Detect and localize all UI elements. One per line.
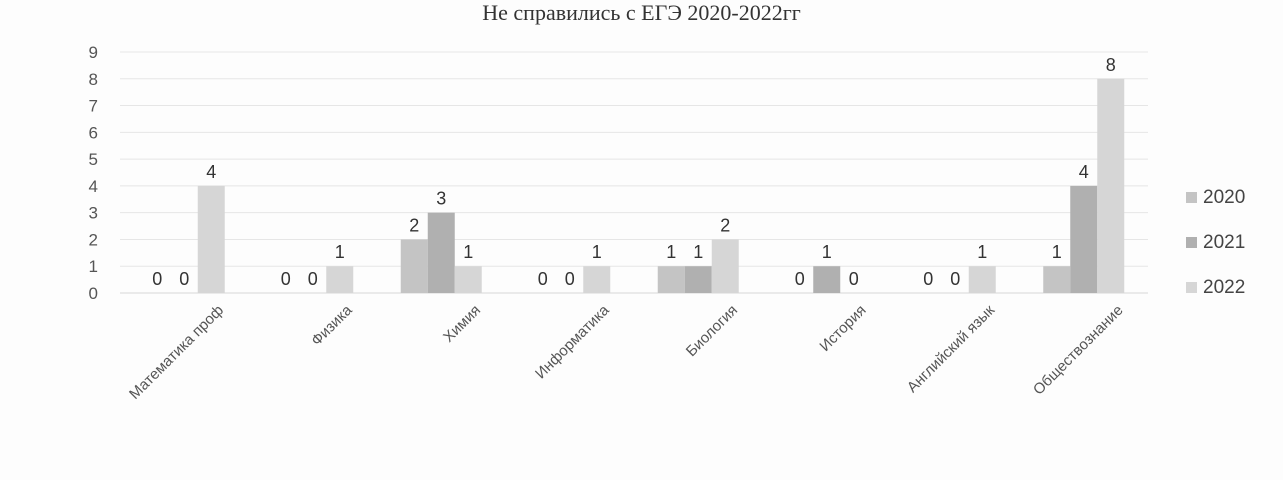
bar (197, 185, 225, 293)
chart-title: Не справились с ЕГЭ 2020-2022гг (482, 0, 801, 25)
legend-label: 2020 (1203, 187, 1245, 208)
x-tick-label: Химия (440, 302, 484, 346)
bar (1043, 266, 1071, 293)
data-label: 1 (335, 242, 345, 262)
y-tick-label: 3 (89, 204, 98, 223)
data-label: 0 (308, 269, 318, 289)
data-label: 0 (565, 269, 575, 289)
data-label: 2 (409, 215, 419, 235)
bar (400, 239, 428, 293)
x-tick-label: Английский язык (904, 302, 999, 397)
data-label: 1 (822, 242, 832, 262)
y-tick-label: 8 (89, 70, 98, 89)
data-label: 1 (693, 242, 703, 262)
x-tick-label: Обществознание (1030, 302, 1127, 399)
bar (1097, 78, 1125, 294)
bar (657, 266, 685, 293)
data-label: 0 (152, 269, 162, 289)
data-label: 1 (666, 242, 676, 262)
legend-label: 2021 (1203, 232, 1245, 253)
data-label: 0 (281, 269, 291, 289)
data-label: 0 (950, 269, 960, 289)
legend-swatch (1186, 237, 1197, 248)
x-tick-label: Математика проф (126, 302, 227, 403)
legend-swatch (1186, 192, 1197, 203)
data-label: 4 (1079, 162, 1089, 182)
data-label: 1 (1052, 242, 1062, 262)
y-tick-label: 5 (89, 150, 98, 169)
data-label: 1 (592, 242, 602, 262)
bar (711, 239, 739, 293)
bar (427, 212, 455, 293)
bar (968, 266, 996, 293)
bar (583, 266, 611, 293)
y-tick-label: 9 (89, 43, 98, 62)
data-label: 0 (923, 269, 933, 289)
y-tick-label: 2 (89, 230, 98, 249)
data-label: 1 (463, 242, 473, 262)
x-tick-label: Биология (683, 302, 741, 360)
data-label: 2 (720, 215, 730, 235)
data-label: 8 (1106, 55, 1116, 75)
y-tick-label: 1 (89, 257, 98, 276)
data-label: 0 (538, 269, 548, 289)
bar (454, 266, 482, 293)
x-tick-label: Физика (308, 301, 356, 349)
legend-swatch (1186, 282, 1197, 293)
y-tick-label: 4 (89, 177, 98, 196)
data-label: 1 (977, 242, 987, 262)
legend-label: 2022 (1203, 277, 1245, 298)
data-label: 0 (795, 269, 805, 289)
bar (684, 266, 712, 293)
data-label: 3 (436, 189, 446, 209)
bar (1070, 185, 1098, 293)
x-tick-label: Информатика (532, 301, 613, 382)
bar (326, 266, 354, 293)
data-label: 4 (206, 162, 216, 182)
data-label: 0 (179, 269, 189, 289)
y-tick-label: 7 (89, 97, 98, 116)
data-label: 0 (849, 269, 859, 289)
bar (813, 266, 841, 293)
x-tick-label: История (816, 302, 869, 355)
y-tick-label: 0 (89, 284, 98, 303)
y-tick-label: 6 (89, 123, 98, 142)
